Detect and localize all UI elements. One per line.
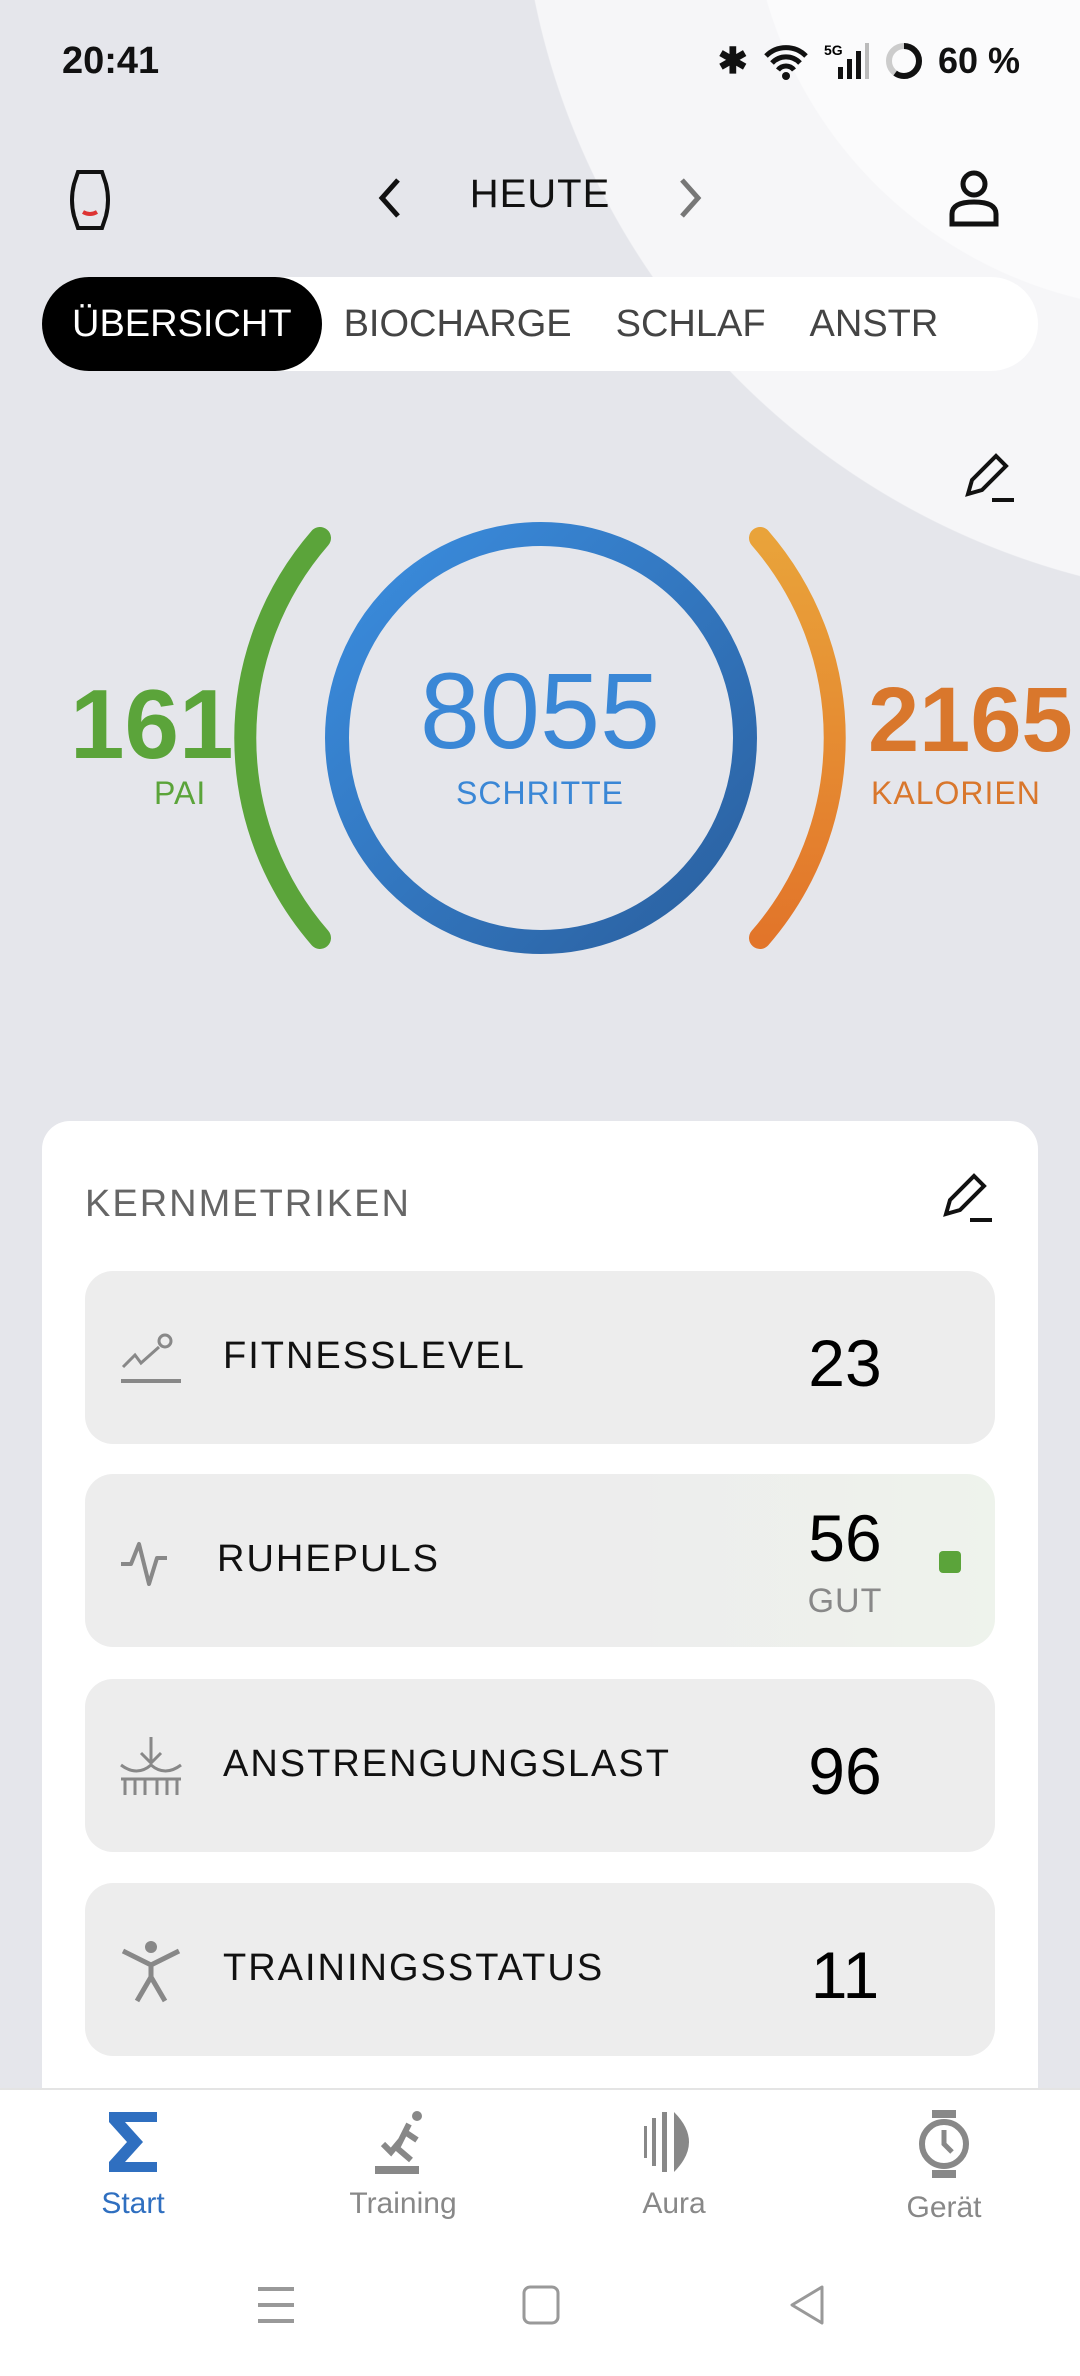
calories-value: 2165: [868, 669, 1073, 771]
heartbeat-icon: [121, 1542, 167, 1586]
nav-label: Training: [349, 2187, 457, 2220]
battery-ring-icon: [885, 43, 922, 79]
load-icon: [120, 1737, 182, 1795]
metric-value: 23: [808, 1326, 882, 1400]
date-title: HEUTE: [469, 172, 611, 216]
metric-label: ANSTRENGUNGSLAST: [223, 1743, 671, 1785]
nav-training[interactable]: Training: [303, 2110, 503, 2221]
calories-arc: [749, 527, 846, 949]
activity-rings[interactable]: [0, 400, 1080, 1080]
metric-label: RUHEPULS: [217, 1538, 440, 1580]
nav-label: Start: [101, 2187, 165, 2220]
watch-icon: [919, 2110, 969, 2178]
pai-value: 161: [70, 669, 234, 779]
home-button[interactable]: [522, 2285, 560, 2325]
trend-icon: [121, 1333, 181, 1383]
running-icon: [375, 2111, 422, 2174]
network-type: 5G: [824, 42, 843, 58]
status-dot: [939, 1551, 961, 1573]
profile-icon[interactable]: [948, 168, 1000, 228]
calories-label: KALORIEN: [871, 775, 1041, 811]
tab-overview[interactable]: ÜBERSICHT: [42, 277, 322, 371]
tab-biocharge[interactable]: BIOCHARGE: [343, 302, 572, 345]
chevron-left-icon[interactable]: [374, 176, 404, 220]
metric-value: 11: [810, 1938, 880, 2012]
metric-status: GUT: [807, 1582, 883, 1620]
back-button[interactable]: [788, 2285, 826, 2325]
person-icon: [121, 1941, 181, 2003]
steps-label: SCHRITTE: [456, 775, 624, 811]
metric-row-resting-hr[interactable]: RUHEPULS 56 GUT: [85, 1474, 995, 1647]
nav-label: Aura: [642, 2187, 706, 2220]
status-bar-icons: ✱ 5G 60 %: [718, 40, 1020, 82]
pai-label: PAI: [154, 775, 207, 811]
edit-icon[interactable]: [962, 450, 1018, 506]
core-metrics-title: KERNMETRIKEN: [85, 1183, 411, 1225]
tab-exertion[interactable]: ANSTR: [809, 302, 939, 345]
wifi-icon: [764, 45, 808, 80]
chevron-right-icon[interactable]: [676, 176, 706, 220]
battery-percent: 60 %: [937, 40, 1020, 81]
edit-metrics-icon[interactable]: [940, 1170, 996, 1226]
metric-value: 96: [808, 1734, 882, 1808]
aura-icon: [644, 2112, 689, 2172]
status-time: 20:41: [62, 40, 160, 82]
watch-device-icon[interactable]: [66, 170, 114, 230]
steps-value: 8055: [419, 650, 661, 771]
tab-bar: ÜBERSICHT BIOCHARGE SCHLAF ANSTR: [42, 277, 1038, 371]
tab-sleep[interactable]: SCHLAF: [615, 302, 766, 345]
metric-row-training-status[interactable]: TRAININGSSTATUS 11: [85, 1883, 995, 2056]
nav-label: Gerät: [906, 2191, 982, 2224]
metric-row-exertion-load[interactable]: ANSTRENGUNGSLAST 96: [85, 1679, 995, 1852]
nav-aura[interactable]: Aura: [574, 2110, 774, 2221]
cellular-signal-icon: 5G: [824, 42, 869, 79]
metric-label: TRAININGSSTATUS: [223, 1947, 605, 1989]
nav-device[interactable]: Gerät: [844, 2110, 1044, 2225]
nav-start[interactable]: Start: [33, 2110, 233, 2221]
bluetooth-icon: ✱: [717, 40, 748, 81]
metric-row-fitness-level[interactable]: FITNESSLEVEL 23: [85, 1271, 995, 1444]
metric-label: FITNESSLEVEL: [223, 1335, 526, 1377]
steps-ring: [325, 522, 757, 954]
pai-arc: [234, 527, 331, 949]
metric-value: 56: [808, 1501, 882, 1575]
bottom-nav: Start Training Aura Gerät: [0, 2088, 1080, 2376]
sigma-icon: [109, 2112, 157, 2172]
recent-apps-button[interactable]: [256, 2285, 296, 2325]
